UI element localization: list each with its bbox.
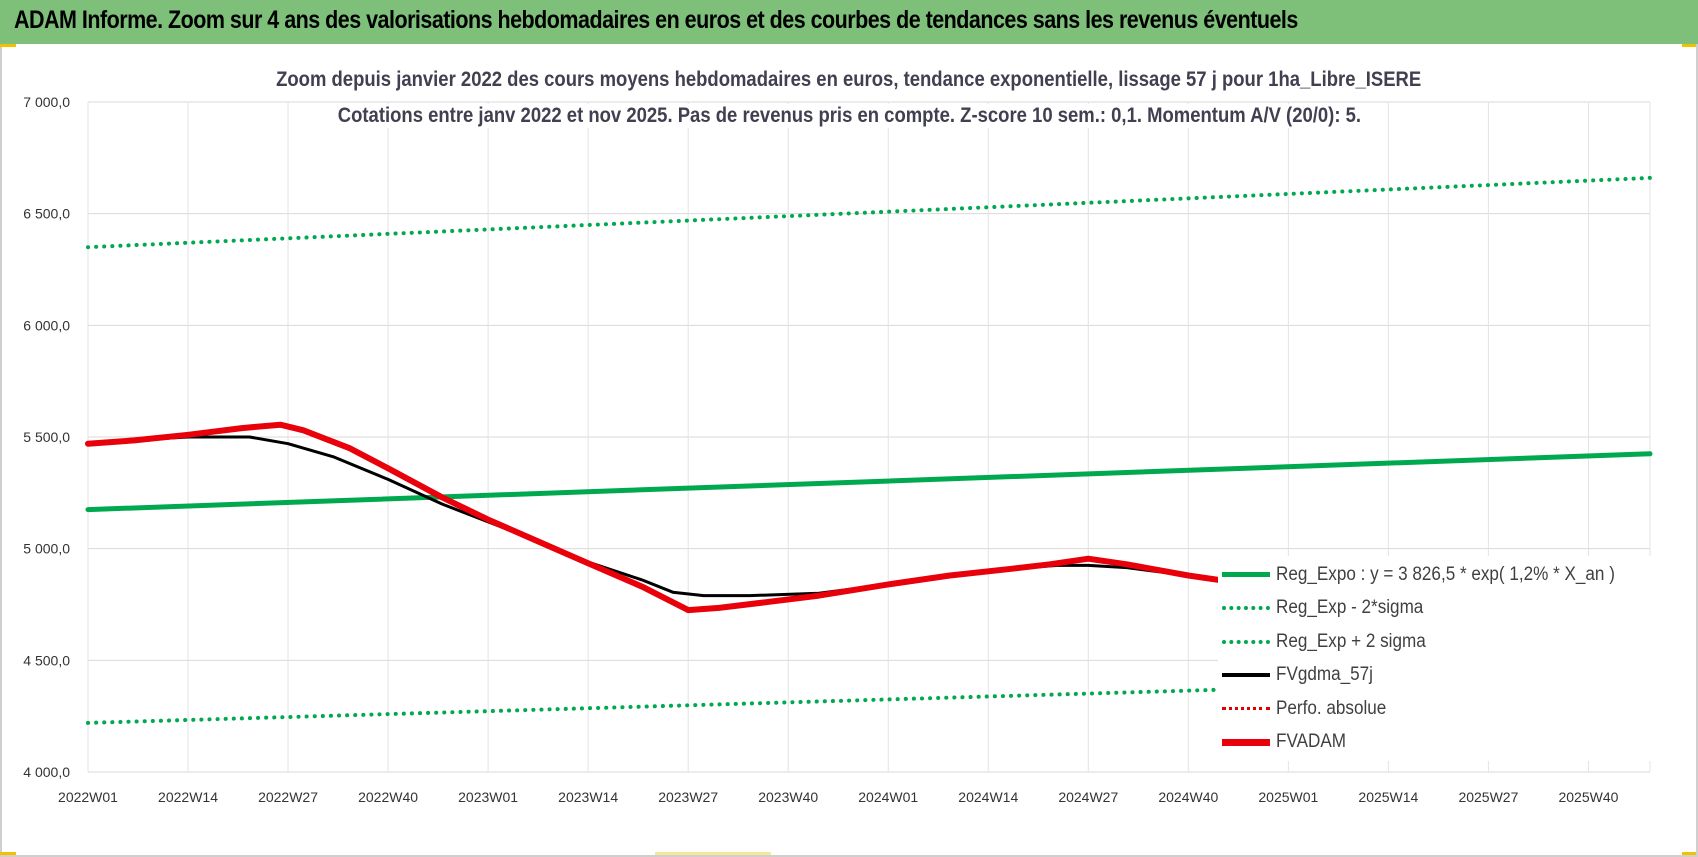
x-tick-label: 2025W01 — [1258, 789, 1318, 805]
legend-swatch-reg-exp-minus — [1222, 606, 1270, 611]
x-tick-label: 2023W40 — [758, 789, 818, 805]
chart-frame — [0, 44, 1698, 857]
report-banner: ADAM Informe. Zoom sur 4 ans des valoris… — [0, 0, 1698, 44]
x-tick-label: 2023W27 — [658, 789, 718, 805]
legend-item: Reg_Expo : y = 3 826,5 * exp( 1,2% * X_a… — [1222, 558, 1653, 592]
legend-item: FVgdma_57j — [1222, 659, 1653, 693]
legend-item: Perfo. absolue — [1222, 692, 1653, 726]
x-tick-label: 2023W14 — [558, 789, 618, 805]
chart-legend: Reg_Expo : y = 3 826,5 * exp( 1,2% * X_a… — [1218, 556, 1657, 761]
x-tick-label: 2022W01 — [58, 789, 118, 805]
y-tick-label: 7 000,0 — [23, 94, 70, 110]
frame-bottom-marker — [655, 852, 771, 855]
frame-corner-marker — [0, 852, 16, 855]
y-tick-label: 5 000,0 — [23, 541, 70, 557]
legend-item: Reg_Exp + 2 sigma — [1222, 625, 1653, 659]
x-tick-label: 2022W40 — [358, 789, 418, 805]
frame-corner-marker — [1682, 852, 1696, 855]
frame-corner-marker — [1682, 44, 1696, 47]
series-reg-expo — [85, 451, 1653, 513]
frame-corner-marker — [0, 44, 16, 47]
chart-title-line-1: Zoom depuis janvier 2022 des cours moyen… — [0, 68, 1698, 92]
y-tick-label: 4 500,0 — [23, 652, 70, 668]
x-tick-label: 2025W14 — [1358, 789, 1418, 805]
x-tick-label: 2022W14 — [158, 789, 218, 805]
x-tick-label: 2025W40 — [1558, 789, 1618, 805]
y-tick-label: 6 000,0 — [23, 317, 70, 333]
y-tick-label: 4 000,0 — [23, 764, 70, 780]
x-tick-label: 2022W27 — [258, 789, 318, 805]
legend-swatch-reg-exp-plus — [1222, 639, 1270, 644]
series-reg-exp-plus-2sigma — [86, 175, 1652, 250]
x-tick-label: 2024W14 — [958, 789, 1018, 805]
legend-item: FVADAM — [1222, 726, 1653, 760]
legend-swatch-reg-expo — [1222, 572, 1270, 578]
y-tick-label: 5 500,0 — [23, 429, 70, 445]
x-tick-label: 2023W01 — [458, 789, 518, 805]
x-tick-label: 2025W27 — [1458, 789, 1518, 805]
y-axis-labels: 7 000,0 6 500,0 6 000,0 5 500,0 5 000,0 4 500… — [23, 94, 70, 780]
legend-swatch-fvgdma — [1222, 673, 1270, 678]
report-title: ADAM Informe. Zoom sur 4 ans des valoris… — [14, 6, 1298, 34]
x-tick-label: 2024W01 — [858, 789, 918, 805]
y-tick-label: 6 500,0 — [23, 206, 70, 222]
chart-title-line-2: Cotations entre janv 2022 et nov 2025. P… — [0, 104, 1698, 128]
legend-item: Reg_Exp - 2*sigma — [1222, 592, 1653, 626]
x-tick-label: 2024W27 — [1058, 789, 1118, 805]
x-tick-label: 2024W40 — [1158, 789, 1218, 805]
legend-swatch-perfo — [1222, 707, 1270, 711]
x-axis-labels: 2022W01 2022W14 2022W27 2022W40 2023W01 2023W… — [58, 789, 1619, 805]
legend-swatch-fvadam — [1222, 738, 1270, 746]
y-gridlines — [88, 101, 1650, 773]
